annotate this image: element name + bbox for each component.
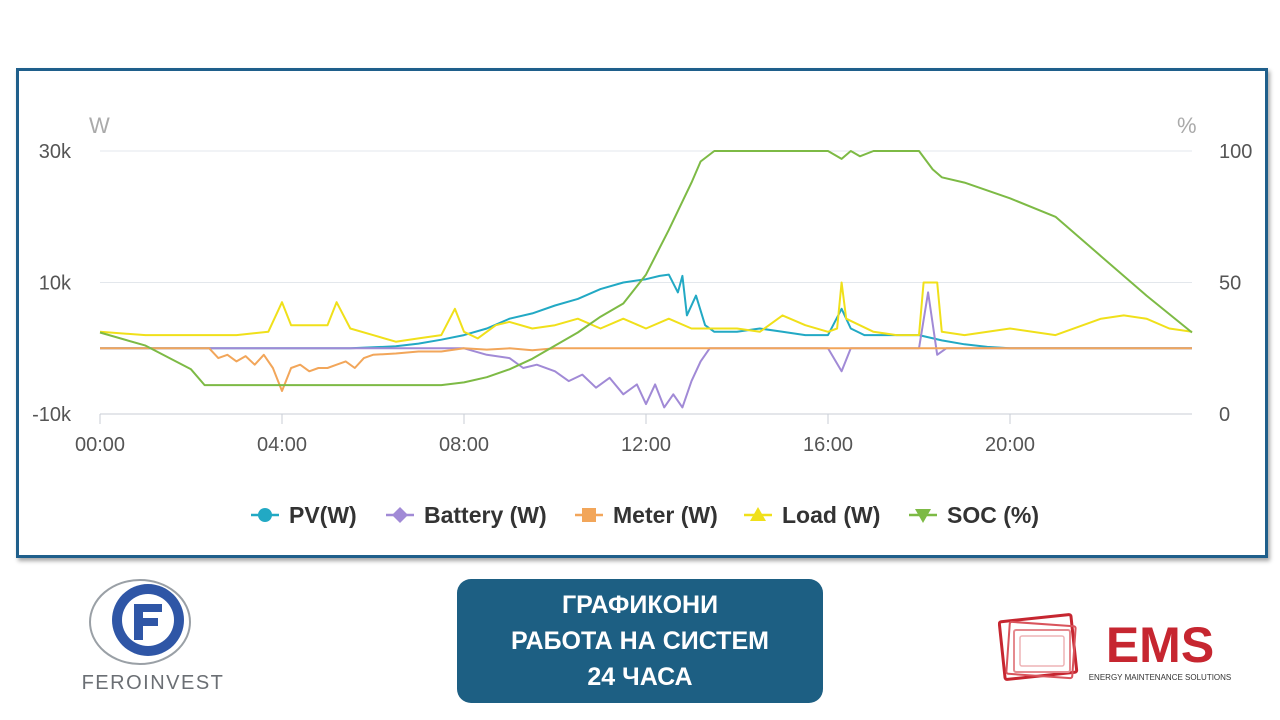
series-line-battery	[100, 291, 1192, 409]
title-box: ГРАФИКОНИ РАБОТА НА СИСТЕМ 24 ЧАСА	[457, 579, 823, 703]
energy-chart: 30k 10k -10k 100 50 0 W % 00:00 04:00 08:00 12:00 16…	[32, 113, 1252, 528]
legend-item-load[interactable]: Load (W)	[744, 502, 880, 528]
legend-marker-diamond-icon	[392, 507, 408, 523]
y-left-tick-label: 10k	[39, 273, 72, 295]
y-left-tick-label: 30k	[39, 141, 72, 163]
ems-stacked-frames-icon: EMS ENERGY MAINTENANCE SOLUTIONS	[997, 613, 1232, 682]
y-left-unit: W	[89, 113, 110, 138]
title-line-3: 24 ЧАСА	[587, 663, 693, 691]
y-right-unit: %	[1177, 113, 1197, 138]
ems-wordmark: EMS	[1106, 617, 1214, 673]
legend-marker-triangle-down-icon	[915, 509, 931, 523]
series-line-load	[99, 281, 1193, 343]
legend-label: PV(W)	[289, 502, 357, 528]
y-left-tick-label: -10k	[32, 404, 72, 426]
x-tick-label: 04:00	[257, 434, 307, 456]
legend-item-battery[interactable]: Battery (W)	[386, 502, 547, 528]
title-line-1: ГРАФИКОНИ	[561, 591, 719, 619]
chart-frame: 30k 10k -10k 100 50 0 W% 00:00 04:00 08:00 12:00 16…	[16, 68, 1268, 558]
x-tick-label: 20:00	[985, 434, 1035, 456]
x-tick-label: 08:00	[439, 434, 489, 456]
chart-grid	[100, 150, 1192, 415]
series-line-meter	[100, 347, 1192, 392]
legend-marker-triangle-icon	[750, 507, 766, 521]
y-right-tick-label: 100	[1219, 141, 1252, 163]
y-right-tick-label: 50	[1219, 273, 1241, 295]
chart-legend: PV(W) Battery (W) Meter (W) Load (W) SOC (%)	[251, 502, 1039, 528]
legend-marker-square-icon	[582, 508, 596, 522]
title-line-2: РАБОТА НА СИСТЕМ	[511, 627, 769, 655]
feroinvest-wordmark: FEROINVEST	[82, 672, 225, 694]
legend-item-soc[interactable]: SOC (%)	[909, 502, 1039, 528]
legend-label: Meter (W)	[613, 502, 718, 528]
legend-item-pv[interactable]: PV(W)	[251, 502, 357, 528]
y-right-tick-label: 0	[1219, 404, 1230, 426]
series-line-soc	[99, 150, 1193, 387]
ems-tagline: ENERGY MAINTENANCE SOLUTIONS	[1089, 673, 1232, 682]
feroinvest-logo: FEROINVEST	[48, 574, 258, 694]
legend-marker-circle-icon	[258, 508, 272, 522]
legend-item-meter[interactable]: Meter (W)	[575, 502, 718, 528]
feroinvest-f-globe-icon: FEROINVEST	[82, 579, 225, 694]
x-tick-label: 00:00	[75, 434, 125, 456]
legend-label: SOC (%)	[947, 502, 1039, 528]
x-tick-label: 12:00	[621, 434, 671, 456]
legend-label: Load (W)	[782, 502, 880, 528]
series-line-pv	[100, 273, 1192, 350]
ems-logo: EMS ENERGY MAINTENANCE SOLUTIONS	[997, 610, 1234, 688]
chart-axes: 30k 10k -10k 100 50 0 W % 00:00 04:00 08:00 12:00 16…	[32, 113, 1252, 456]
legend-label: Battery (W)	[424, 502, 547, 528]
chart-series-lines	[99, 150, 1193, 409]
x-tick-label: 16:00	[803, 434, 853, 456]
